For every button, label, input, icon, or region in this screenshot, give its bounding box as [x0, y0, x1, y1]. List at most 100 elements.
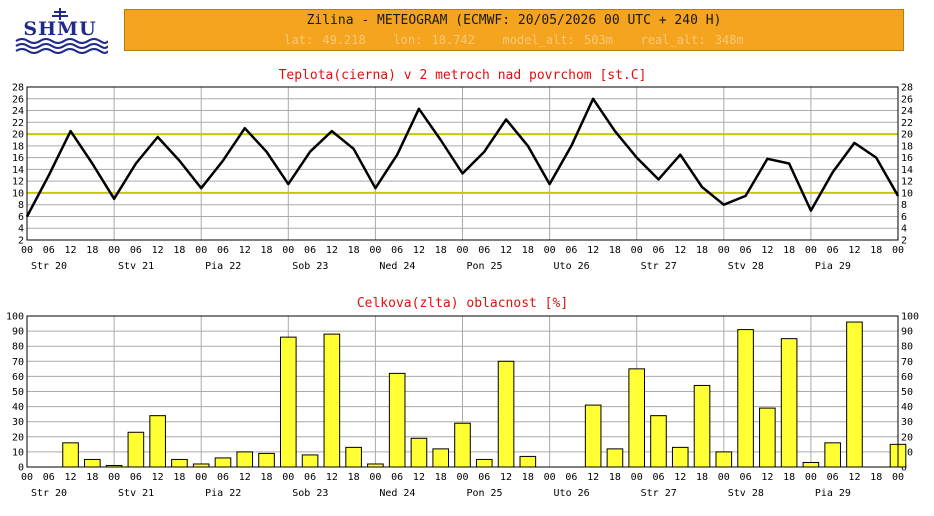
temperature-point [156, 136, 159, 138]
temperature-point [592, 97, 594, 100]
x-tick-label: 00 [21, 245, 33, 256]
y-tick-label-right: 2 [901, 236, 907, 247]
cloud-bar [323, 333, 341, 468]
x-tick-label: 00 [544, 245, 556, 256]
day-label: Uto 26 [554, 261, 590, 272]
logo-mast-icon [52, 8, 68, 20]
day-label: Str 20 [31, 261, 67, 272]
x-tick-label: 06 [217, 472, 229, 483]
y-tick-label-right: 26 [901, 94, 913, 105]
x-tick-label: 06 [478, 472, 490, 483]
temperature-point [418, 107, 420, 110]
x-tick-label: 06 [827, 472, 839, 483]
x-tick-label: 00 [718, 472, 730, 483]
x-tick-label: 06 [827, 245, 839, 256]
cloud-bar [628, 368, 646, 468]
cloud-bar [606, 448, 624, 468]
cloud-bar [671, 446, 689, 468]
x-tick-label: 18 [261, 472, 273, 483]
y-tick-label-right: 90 [901, 327, 913, 338]
cloud-bar [846, 321, 863, 468]
cloud-bar [410, 437, 428, 468]
y-tick-label-right: 10 [901, 188, 913, 199]
temperature-point [439, 139, 442, 141]
chart-title: Teplota(cierna) v 2 metroch nad povrchom… [279, 68, 647, 83]
day-label: Sob 23 [292, 488, 328, 499]
x-tick-label: 12 [326, 472, 338, 483]
temperature-point [875, 156, 878, 159]
x-tick-label: 12 [413, 245, 425, 256]
y-tick-label-left: 18 [12, 141, 24, 152]
y-tick-label-left: 20 [12, 432, 24, 443]
temperature-point [679, 153, 682, 156]
temperature-point [331, 130, 333, 132]
y-tick-label-left: 14 [12, 165, 24, 176]
x-tick-label: 06 [652, 472, 664, 483]
x-tick-label: 12 [239, 245, 251, 256]
day-label: Ned 24 [379, 488, 415, 499]
x-tick-label: 06 [130, 245, 142, 256]
cloud-bar [171, 458, 188, 468]
day-label: Pia 22 [205, 488, 241, 499]
temperature-point [309, 150, 311, 153]
temperature-point [527, 145, 529, 147]
temperature-point [635, 156, 638, 159]
location-meta: lat: 49.218 lon: 18.742 model_alt: 503m … [284, 33, 744, 47]
y-tick-label-right: 30 [901, 417, 913, 428]
cloud-bar [802, 461, 820, 468]
x-tick-label: 06 [565, 245, 577, 256]
x-tick-label: 00 [195, 245, 207, 256]
cloud-bar [759, 407, 776, 468]
y-tick-label-left: 70 [12, 357, 24, 368]
y-tick-label-right: 60 [901, 372, 913, 383]
x-tick-label: 18 [348, 245, 360, 256]
x-tick-label: 12 [413, 472, 425, 483]
y-tick-label-left: 6 [18, 212, 24, 223]
cloud-bar [345, 446, 362, 468]
y-tick-label-left: 90 [12, 327, 24, 338]
x-tick-label: 06 [391, 245, 403, 256]
meteogram-header: Zilina - METEOGRAM (ECMWF: 20/05/2026 00… [124, 9, 904, 51]
cloud-bar [824, 442, 841, 468]
y-tick-label-left: 4 [18, 224, 24, 235]
x-tick-label: 06 [130, 472, 142, 483]
day-label: Stv 21 [118, 488, 154, 499]
x-tick-label: 18 [696, 245, 708, 256]
y-tick-label-left: 12 [12, 177, 24, 188]
y-tick-label-left: 10 [12, 188, 24, 199]
plot-frame [26, 86, 899, 241]
cloud-bar [84, 458, 101, 468]
x-tick-label: 12 [587, 245, 599, 256]
cloud-bar [475, 458, 493, 468]
y-tick-label-left: 80 [12, 342, 24, 353]
cloud-bar [301, 454, 319, 468]
x-tick-label: 12 [65, 245, 77, 256]
y-tick-label-right: 4 [901, 224, 907, 235]
temperature-point [548, 183, 551, 185]
x-tick-label: 00 [805, 245, 817, 256]
cloud-bar [62, 442, 79, 468]
temperature-point [352, 147, 355, 150]
x-tick-label: 12 [848, 245, 860, 256]
x-tick-label: 06 [217, 245, 229, 256]
cloud-bar [149, 415, 166, 468]
temperature-point [200, 187, 202, 190]
x-tick-label: 18 [870, 245, 882, 256]
x-tick-label: 18 [870, 472, 882, 483]
x-tick-label: 18 [609, 245, 621, 256]
x-tick-label: 18 [435, 472, 447, 483]
temperature-point [91, 162, 94, 165]
y-tick-label-right: 8 [901, 200, 907, 211]
cloud-bar [279, 336, 297, 468]
y-tick-label-right: 20 [901, 432, 913, 443]
y-tick-label-right: 10 [901, 447, 913, 458]
y-tick-label-right: 16 [901, 153, 913, 164]
x-tick-label: 00 [108, 472, 120, 483]
day-label: Str 27 [641, 261, 677, 272]
x-tick-label: 00 [718, 245, 730, 256]
x-tick-label: 00 [631, 245, 643, 256]
cloud-bar [258, 452, 275, 468]
y-tick-label-right: 80 [901, 342, 913, 353]
x-tick-label: 06 [565, 472, 577, 483]
